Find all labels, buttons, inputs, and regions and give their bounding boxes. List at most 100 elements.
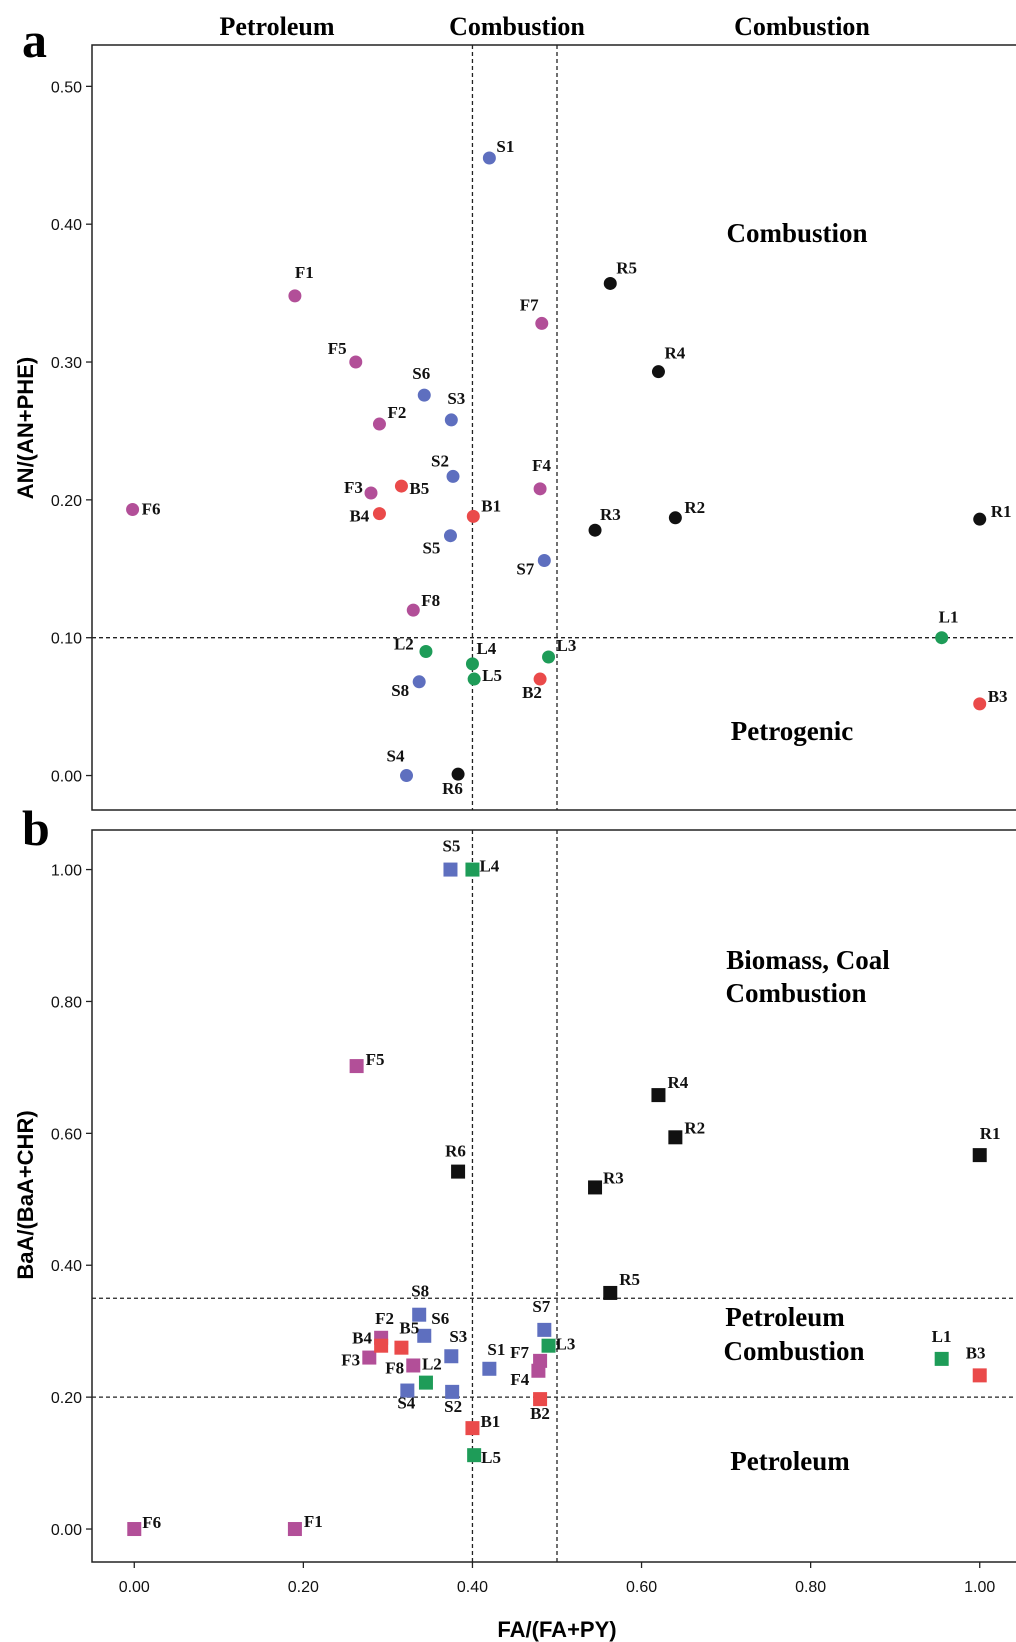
point-label-r4: R4 [667, 1073, 688, 1092]
point-label-l5: L5 [482, 666, 502, 685]
reference-lines-a [92, 45, 1016, 810]
ytick-label-b: 0.20 [51, 1390, 82, 1407]
data-point-b3 [972, 1368, 987, 1383]
point-label-f3: F3 [341, 1351, 360, 1370]
data-point-s7 [537, 1322, 552, 1337]
panel-a: a 0.00 0.10 0.20 0.30 0.40 0.50 AN/(AN+PHE) C… [13, 12, 1016, 811]
point-label-b3: B3 [966, 1343, 986, 1362]
data-point-r5 [603, 276, 617, 290]
point-label-f2: F2 [375, 1309, 394, 1328]
point-label-s4: S4 [397, 1394, 415, 1413]
ytick-label-b: 0.60 [51, 1126, 82, 1143]
data-point-r4 [651, 1088, 666, 1103]
point-label-f6: F6 [142, 500, 161, 519]
data-point-l4 [465, 657, 479, 671]
ytick-marks-a [86, 85, 92, 777]
point-label-s2: S2 [444, 1397, 462, 1416]
point-label-f3: F3 [344, 478, 363, 497]
data-point-s1 [482, 151, 496, 165]
region-label-petrogenic-a: Petrogenic [731, 716, 853, 746]
data-point-s4 [400, 1383, 415, 1398]
data-point-l2 [419, 644, 433, 658]
point-label-b1: B1 [481, 496, 501, 515]
point-label-r2: R2 [684, 1118, 705, 1137]
point-label-s6: S6 [431, 1309, 449, 1328]
point-label-f6: F6 [142, 1513, 161, 1532]
data-point-f8 [406, 603, 420, 617]
point-label-b3: B3 [988, 687, 1008, 706]
xtick-label: 1.00 [964, 1579, 995, 1596]
region-label-petroleum-middle: Petroleum [725, 1302, 845, 1332]
data-point-r5 [603, 1285, 618, 1300]
ytick-label-b: 0.40 [51, 1258, 82, 1275]
xtick-label: 0.60 [626, 1579, 657, 1596]
data-point-s6 [417, 1328, 432, 1343]
data-point-f8 [406, 1358, 421, 1373]
ytick-labels-b: 0.00 0.20 0.40 0.60 0.80 1.00 [51, 863, 82, 1539]
point-label-b1: B1 [480, 1412, 500, 1431]
ytick-label-a: 0.00 [51, 769, 82, 786]
point-label-l5: L5 [481, 1448, 501, 1467]
point-label-r1: R1 [991, 502, 1012, 521]
point-label-b2: B2 [530, 1404, 550, 1423]
panel-b: b 0.00 0.20 0.40 0.60 0.80 1.00 BaA/(BaA+CHR)… [13, 800, 1016, 1563]
point-label-f8: F8 [385, 1358, 404, 1377]
data-point-s8 [412, 1307, 427, 1322]
point-label-r5: R5 [619, 1270, 640, 1289]
ytick-label-a: 0.10 [51, 631, 82, 648]
point-label-s1: S1 [487, 1340, 505, 1359]
data-point-f7 [533, 1353, 548, 1368]
data-point-r6 [451, 767, 465, 781]
data-point-f2 [372, 417, 386, 431]
data-point-s2 [446, 469, 460, 483]
data-point-s2 [445, 1384, 460, 1399]
header-combustion-right: Combustion [734, 12, 870, 41]
y-axis-label-b: BaA/(BaA+CHR) [13, 1110, 38, 1279]
point-label-r3: R3 [603, 1168, 624, 1187]
data-point-b5 [394, 1340, 409, 1355]
region-label-combustion-a: Combustion [726, 218, 867, 248]
point-label-l2: L2 [394, 634, 414, 653]
data-point-r1 [972, 1148, 987, 1163]
data-point-f3 [362, 1350, 377, 1365]
point-label-f7: F7 [520, 295, 539, 314]
point-label-r4: R4 [664, 344, 685, 363]
point-label-s2: S2 [431, 451, 449, 470]
data-point-b4 [372, 507, 386, 521]
point-label-r6: R6 [445, 1142, 466, 1161]
point-label-l2: L2 [422, 1355, 442, 1374]
data-point-r4 [651, 365, 665, 379]
plot-frame-a [91, 44, 1016, 811]
data-point-s7 [537, 554, 551, 568]
point-label-s5: S5 [422, 539, 440, 558]
point-label-s5: S5 [442, 837, 460, 856]
point-label-b4: B4 [349, 507, 369, 526]
data-point-r2 [668, 1130, 683, 1145]
point-label-l4: L4 [476, 639, 496, 658]
point-label-s3: S3 [447, 389, 465, 408]
point-label-b5: B5 [399, 1319, 419, 1338]
x-axis: 0.00 0.20 0.40 0.60 0.80 1.00 [119, 1562, 995, 1596]
xtick-label: 0.20 [288, 1579, 319, 1596]
point-label-s8: S8 [391, 681, 409, 700]
point-label-f5: F5 [328, 339, 347, 358]
points-a: F1 F2 F3 F4 F5 F6 F7 F8 S1 S2 S3 S4 S5 S6 S7 S8 B1 B2 B3 B4… [126, 137, 1012, 798]
point-label-f2: F2 [387, 403, 406, 422]
points-b: F1 F2 F3 F4 F5 F6 F7 F8 S1 S2 S3 S4 S5 S6 S7 S8 B1 B2 B3 B4… [127, 837, 1001, 1537]
point-label-s1: S1 [496, 137, 514, 156]
point-label-r1: R1 [980, 1124, 1001, 1143]
point-label-l3: L3 [556, 1335, 576, 1354]
ytick-label-a: 0.50 [51, 79, 82, 96]
data-point-s5 [443, 862, 458, 877]
point-label-r3: R3 [600, 505, 621, 524]
xtick-label: 0.40 [457, 1579, 488, 1596]
xtick-label: 0.00 [119, 1579, 150, 1596]
ytick-label-a: 0.30 [51, 355, 82, 372]
data-point-f5 [349, 355, 363, 369]
ytick-marks-b [86, 868, 92, 1530]
header-petroleum: Petroleum [219, 12, 334, 41]
point-label-s7: S7 [516, 560, 534, 579]
data-point-l3 [542, 650, 556, 664]
point-label-s7: S7 [532, 1297, 550, 1316]
